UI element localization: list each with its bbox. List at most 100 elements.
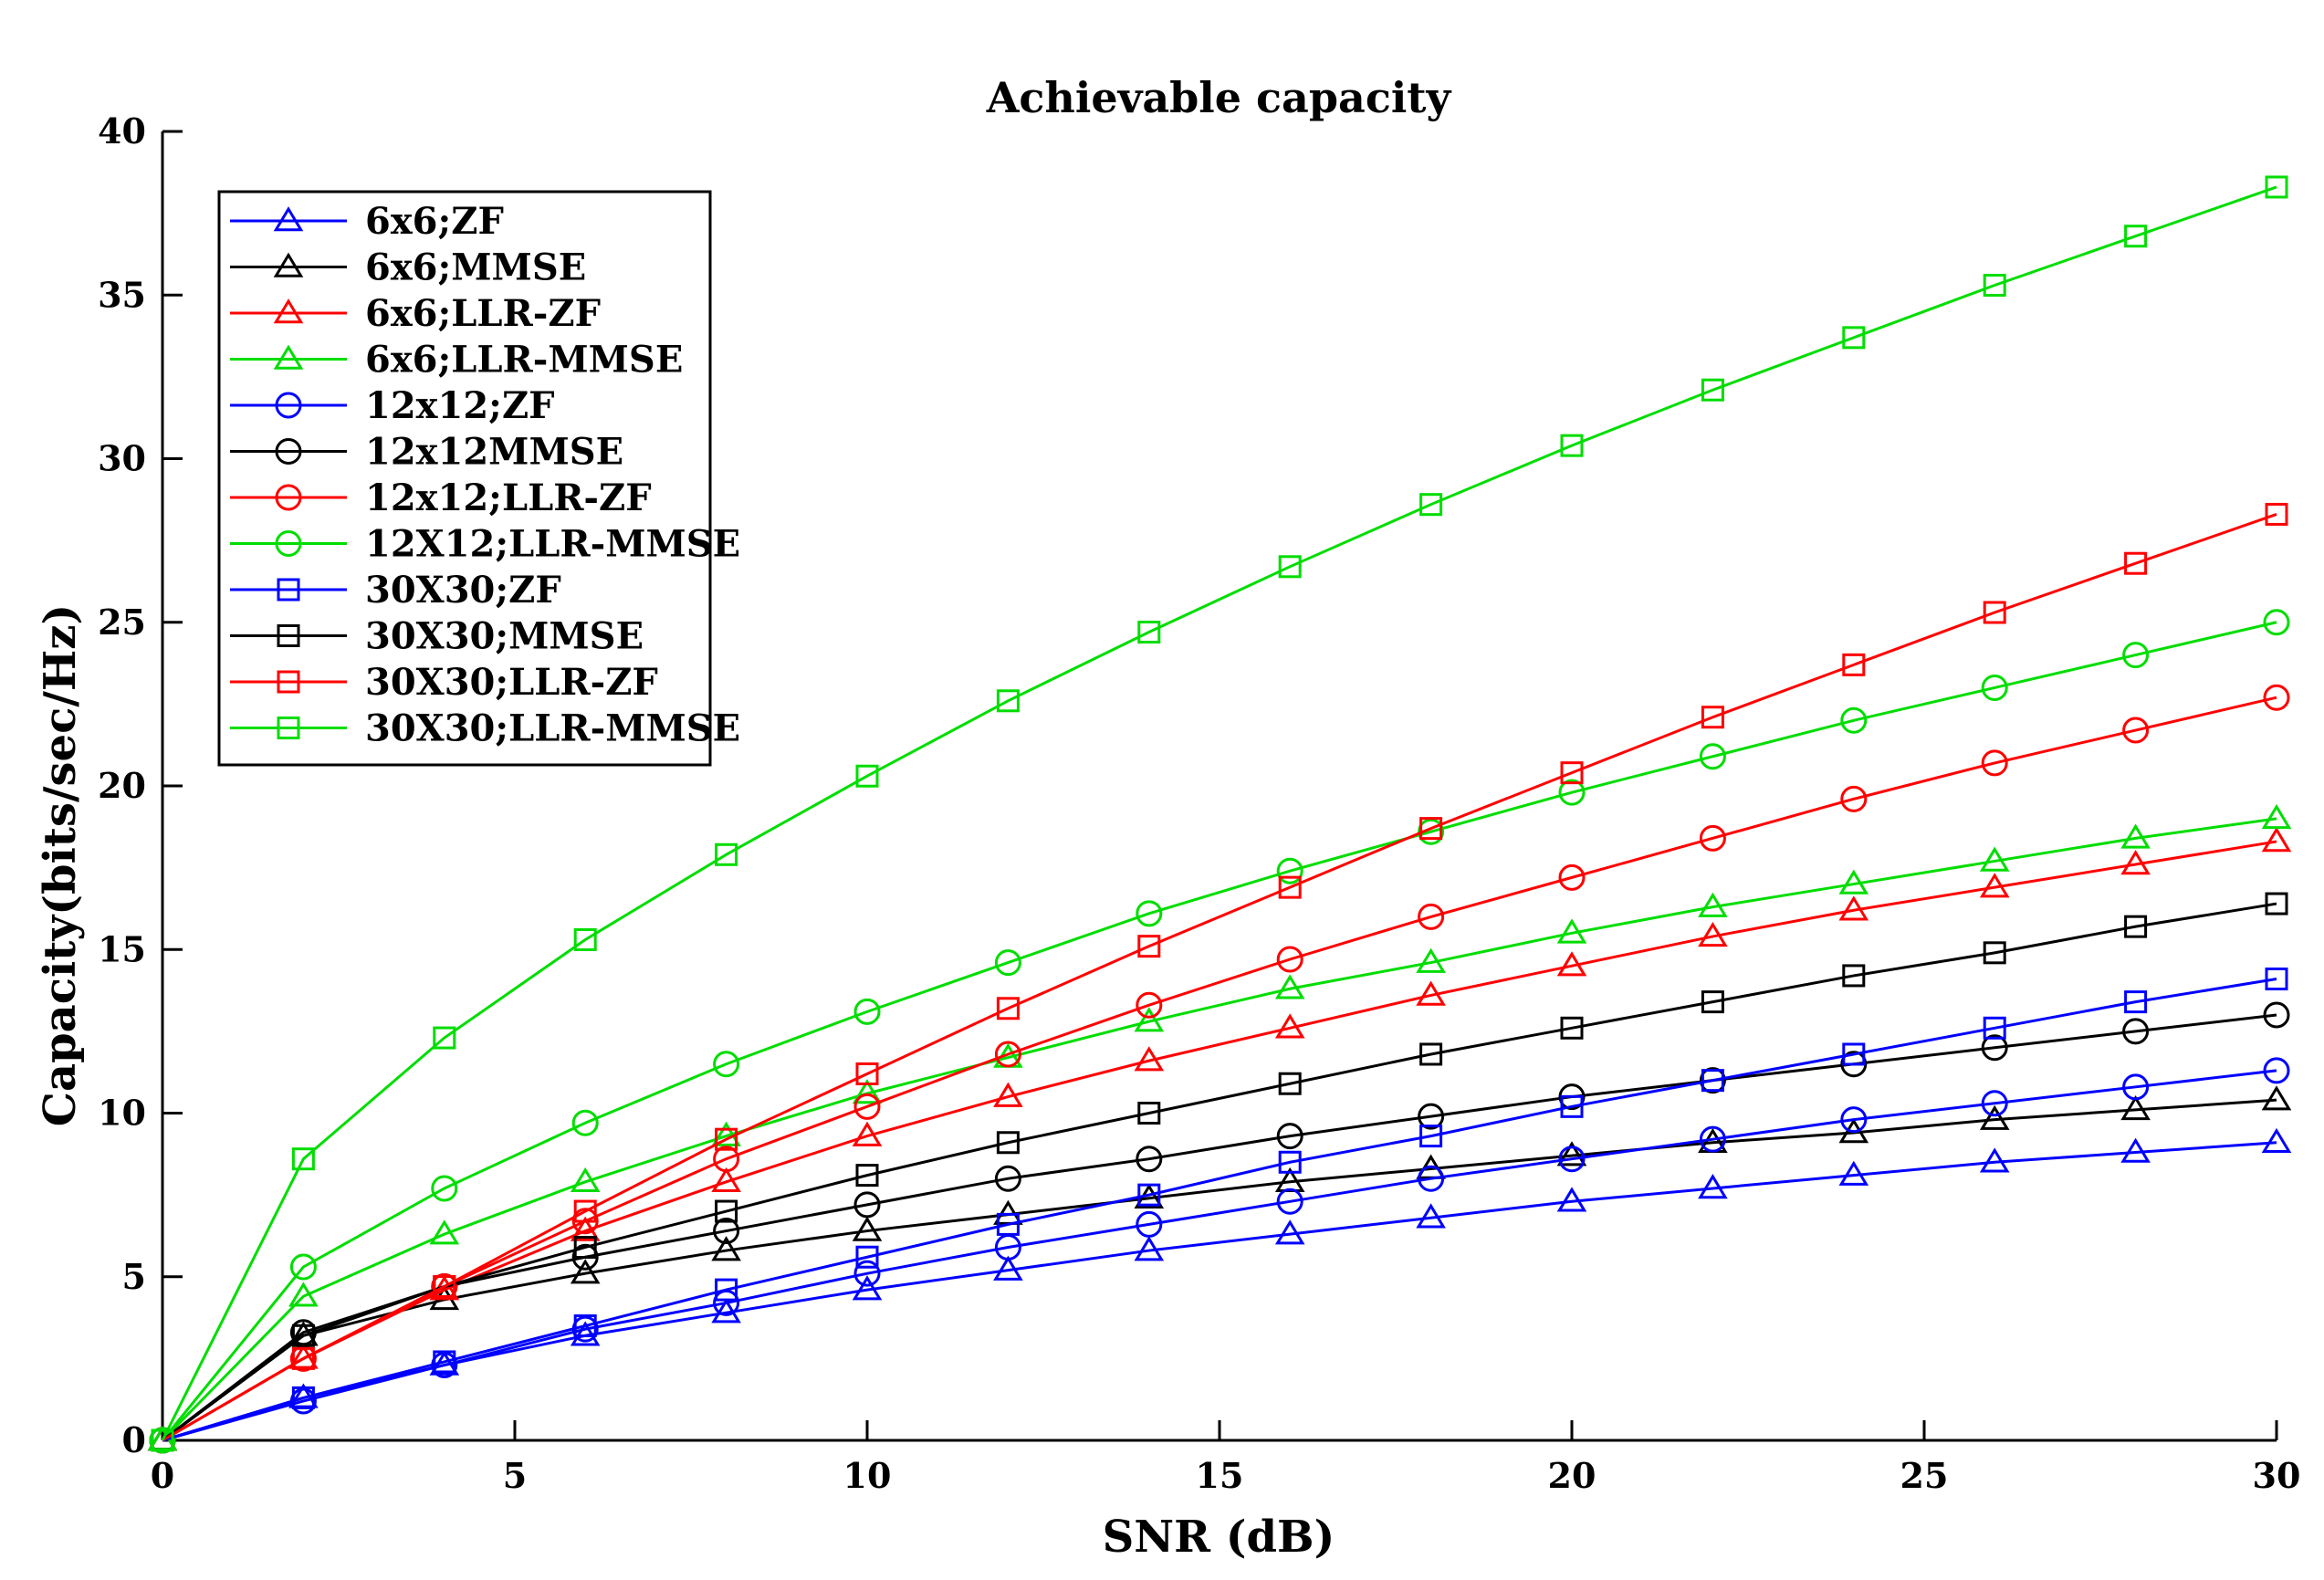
data-point <box>1979 873 2010 898</box>
data-point <box>1840 1106 1868 1134</box>
series-line <box>161 185 2277 1441</box>
data-point <box>1699 1125 1726 1153</box>
series-6x6-llr-mmse <box>147 803 2292 1451</box>
data-point <box>1699 1067 1726 1094</box>
data-point <box>2261 1085 2292 1111</box>
data-point <box>1842 964 1866 988</box>
data-point <box>852 1216 883 1241</box>
data-point <box>993 1255 1023 1281</box>
data-point <box>1418 818 1445 845</box>
data-point <box>1137 621 1161 644</box>
data-point <box>1137 1183 1161 1207</box>
data-point <box>1556 918 1587 944</box>
legend-item: 12x12;ZF <box>230 384 555 427</box>
data-point <box>2263 1001 2290 1029</box>
data-point <box>429 1219 460 1245</box>
data-point <box>1979 846 2010 872</box>
data-point <box>1981 674 2008 701</box>
data-point <box>711 1167 741 1193</box>
data-point <box>2122 1018 2150 1045</box>
data-point <box>855 1164 879 1188</box>
legend-item: 6x6;LLR-MMSE <box>230 339 683 382</box>
data-point <box>2122 1073 2150 1101</box>
legend-label: 30X30;ZF <box>365 569 561 612</box>
data-point <box>2122 717 2150 744</box>
data-point <box>2124 551 2148 575</box>
legend-marker <box>275 484 302 511</box>
legend-item: 6x6;LLR-ZF <box>230 292 601 335</box>
legend-marker <box>277 717 300 739</box>
data-point <box>1136 1210 1163 1238</box>
data-point <box>996 1212 1020 1236</box>
series-line <box>162 978 2277 1442</box>
data-point <box>855 1245 879 1269</box>
data-point <box>1416 1203 1446 1229</box>
data-point <box>2120 823 2151 849</box>
data-point <box>288 1282 319 1307</box>
series-line <box>162 902 2277 1442</box>
data-point <box>1137 935 1161 958</box>
legend-marker <box>273 344 304 370</box>
data-point <box>1278 555 1302 579</box>
data-point <box>1983 941 2006 965</box>
data-point <box>1840 785 1868 812</box>
data-point <box>289 1253 317 1281</box>
data-point <box>996 997 1020 1020</box>
series-line <box>162 840 2277 1442</box>
data-point <box>715 1278 738 1302</box>
data-point <box>1560 761 1584 785</box>
data-point <box>2124 225 2148 248</box>
data-point <box>1276 857 1303 884</box>
data-point <box>711 1121 741 1146</box>
data-point <box>1419 817 1443 841</box>
data-point <box>1558 1146 1586 1173</box>
series-line <box>161 621 2277 1441</box>
legend-item: 12x12;LLR-ZF <box>230 476 652 519</box>
data-point <box>1842 653 1866 676</box>
data-point <box>1136 1146 1163 1173</box>
x-tick-label: 0 <box>151 1455 174 1496</box>
data-point <box>1274 974 1305 999</box>
series-6x6-mmse <box>147 1085 2292 1451</box>
data-point <box>1556 1141 1587 1167</box>
data-point <box>2122 642 2150 669</box>
legend-label: 6x6;LLR-ZF <box>365 292 601 335</box>
legend-marker <box>273 252 304 277</box>
data-point <box>1983 273 2006 297</box>
data-point <box>2120 850 2151 875</box>
data-point <box>1558 779 1586 806</box>
data-point <box>433 1026 456 1050</box>
data-point <box>2120 1094 2151 1121</box>
data-point <box>1701 378 1724 402</box>
data-point <box>1556 1187 1587 1212</box>
data-point <box>1699 824 1726 852</box>
data-point <box>2263 1057 2290 1084</box>
data-point <box>1701 990 1724 1014</box>
data-point <box>715 1127 738 1151</box>
data-point <box>1983 601 2006 624</box>
data-point <box>1981 1090 2008 1117</box>
legend-marker <box>273 206 304 232</box>
data-point <box>1560 1094 1584 1118</box>
legend-label: 6x6;MMSE <box>365 246 586 289</box>
data-point <box>151 1428 174 1452</box>
data-point <box>2261 803 2292 830</box>
data-point <box>1838 895 1869 921</box>
data-point <box>1419 493 1443 517</box>
data-point <box>2263 609 2290 636</box>
legend-label: 30X30;MMSE <box>365 615 644 658</box>
series-line <box>162 696 2277 1442</box>
data-point <box>1698 921 1728 947</box>
legend-item: 6x6;MMSE <box>230 246 586 289</box>
data-point <box>1560 434 1584 457</box>
data-point <box>2124 915 2148 938</box>
data-point <box>1416 947 1446 973</box>
data-point <box>2261 1127 2292 1154</box>
legend-label: 12x12;LLR-ZF <box>365 476 652 519</box>
chart-title: Achievable capacity <box>986 73 1452 122</box>
data-point <box>573 927 597 951</box>
y-tick-label: 15 <box>98 928 146 969</box>
data-point <box>1560 1016 1584 1040</box>
legend-item: 30X30;LLR-ZF <box>230 661 658 704</box>
series-30x30-mmse <box>151 892 2288 1452</box>
